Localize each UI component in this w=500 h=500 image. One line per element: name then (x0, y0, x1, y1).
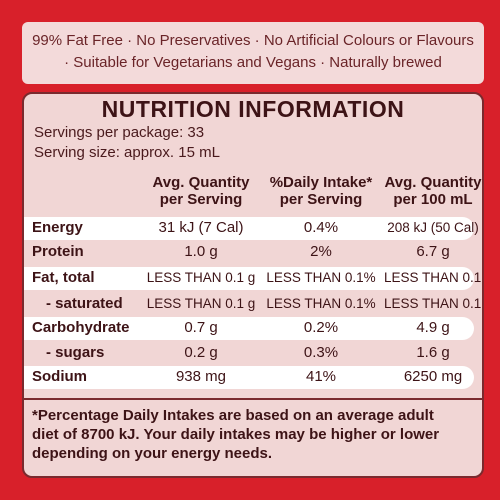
product-claims-box: 99% Fat Free · No Preservatives · No Art… (22, 22, 484, 84)
per-serving-value: 0.2 g (184, 344, 218, 361)
header-per-100ml: Avg. Quantity per 100 mL (384, 174, 482, 208)
per-serving-value: 938 mg (175, 368, 227, 385)
per-serving-value: LESS THAN 0.1 g (146, 270, 256, 285)
header-daily-intake: %Daily Intake* per Serving (269, 174, 373, 208)
servings-per-package: Servings per package: 33 (34, 124, 205, 141)
claims-line-2: · Suitable for Vegetarians and Vegans · … (64, 54, 442, 71)
nutrient-row-sodium: Sodium 938 mg 41% 6250 mg (24, 366, 474, 389)
nutrient-row-carbohydrate: Carbohydrate 0.7 g 0.2% 4.9 g (24, 317, 474, 340)
nutrient-name: - saturated (46, 295, 123, 312)
daily-intake-value: 0.2% (303, 319, 339, 336)
daily-intake-value: 0.3% (303, 344, 339, 361)
per-100ml-value: LESS THAN 0.1 g (384, 296, 484, 311)
nutrient-row-fat-total: Fat, total LESS THAN 0.1 g LESS THAN 0.1… (24, 267, 482, 290)
per-100ml-value: 6250 mg (403, 368, 463, 385)
nutrient-row-protein: Protein 1.0 g 2% 6.7 g (24, 241, 482, 264)
nutrient-row-energy: Energy 31 kJ (7 Cal) 0.4% 208 kJ (50 Cal… (24, 217, 479, 240)
per-100ml-value: 6.7 g (416, 243, 450, 260)
nutrition-title: NUTRITION INFORMATION (101, 96, 405, 122)
daily-intake-footnote: *Percentage Daily Intakes are based on a… (32, 407, 440, 462)
nutrient-name: Protein (32, 243, 84, 260)
daily-intake-value: 2% (310, 243, 332, 260)
nutrition-panel: NUTRITION INFORMATION Servings per packa… (22, 92, 484, 478)
per-100ml-value: LESS THAN 0.1 g (384, 270, 484, 285)
per-100ml-value: 4.9 g (416, 319, 450, 336)
per-serving-value: 31 kJ (7 Cal) (158, 219, 244, 236)
claims-line-1: 99% Fat Free · No Preservatives · No Art… (32, 32, 474, 49)
nutrient-name: Energy (32, 219, 83, 236)
daily-intake-value: LESS THAN 0.1% (266, 270, 376, 285)
daily-intake-value: 0.4% (303, 219, 339, 236)
nutrient-name: Carbohydrate (32, 319, 130, 336)
nutrient-name: Sodium (32, 368, 87, 385)
nutrient-name: Fat, total (32, 269, 95, 286)
nutrient-name: - sugars (46, 344, 105, 361)
daily-intake-value: LESS THAN 0.1% (266, 296, 376, 311)
serving-size: Serving size: approx. 15 mL (34, 144, 220, 161)
daily-intake-value: 41% (305, 368, 337, 385)
per-serving-value: 0.7 g (184, 319, 218, 336)
nutrient-row-saturated: - saturated LESS THAN 0.1 g LESS THAN 0.… (24, 293, 482, 316)
divider (24, 398, 482, 400)
per-serving-value: 1.0 g (184, 243, 218, 260)
per-100ml-value: 1.6 g (416, 344, 450, 361)
per-serving-value: LESS THAN 0.1 g (146, 296, 256, 311)
nutrient-row-sugars: - sugars 0.2 g 0.3% 1.6 g (24, 342, 482, 365)
header-avg-per-serving: Avg. Quantity per Serving (152, 174, 250, 208)
per-100ml-value: 208 kJ (50 Cal) (387, 220, 479, 235)
